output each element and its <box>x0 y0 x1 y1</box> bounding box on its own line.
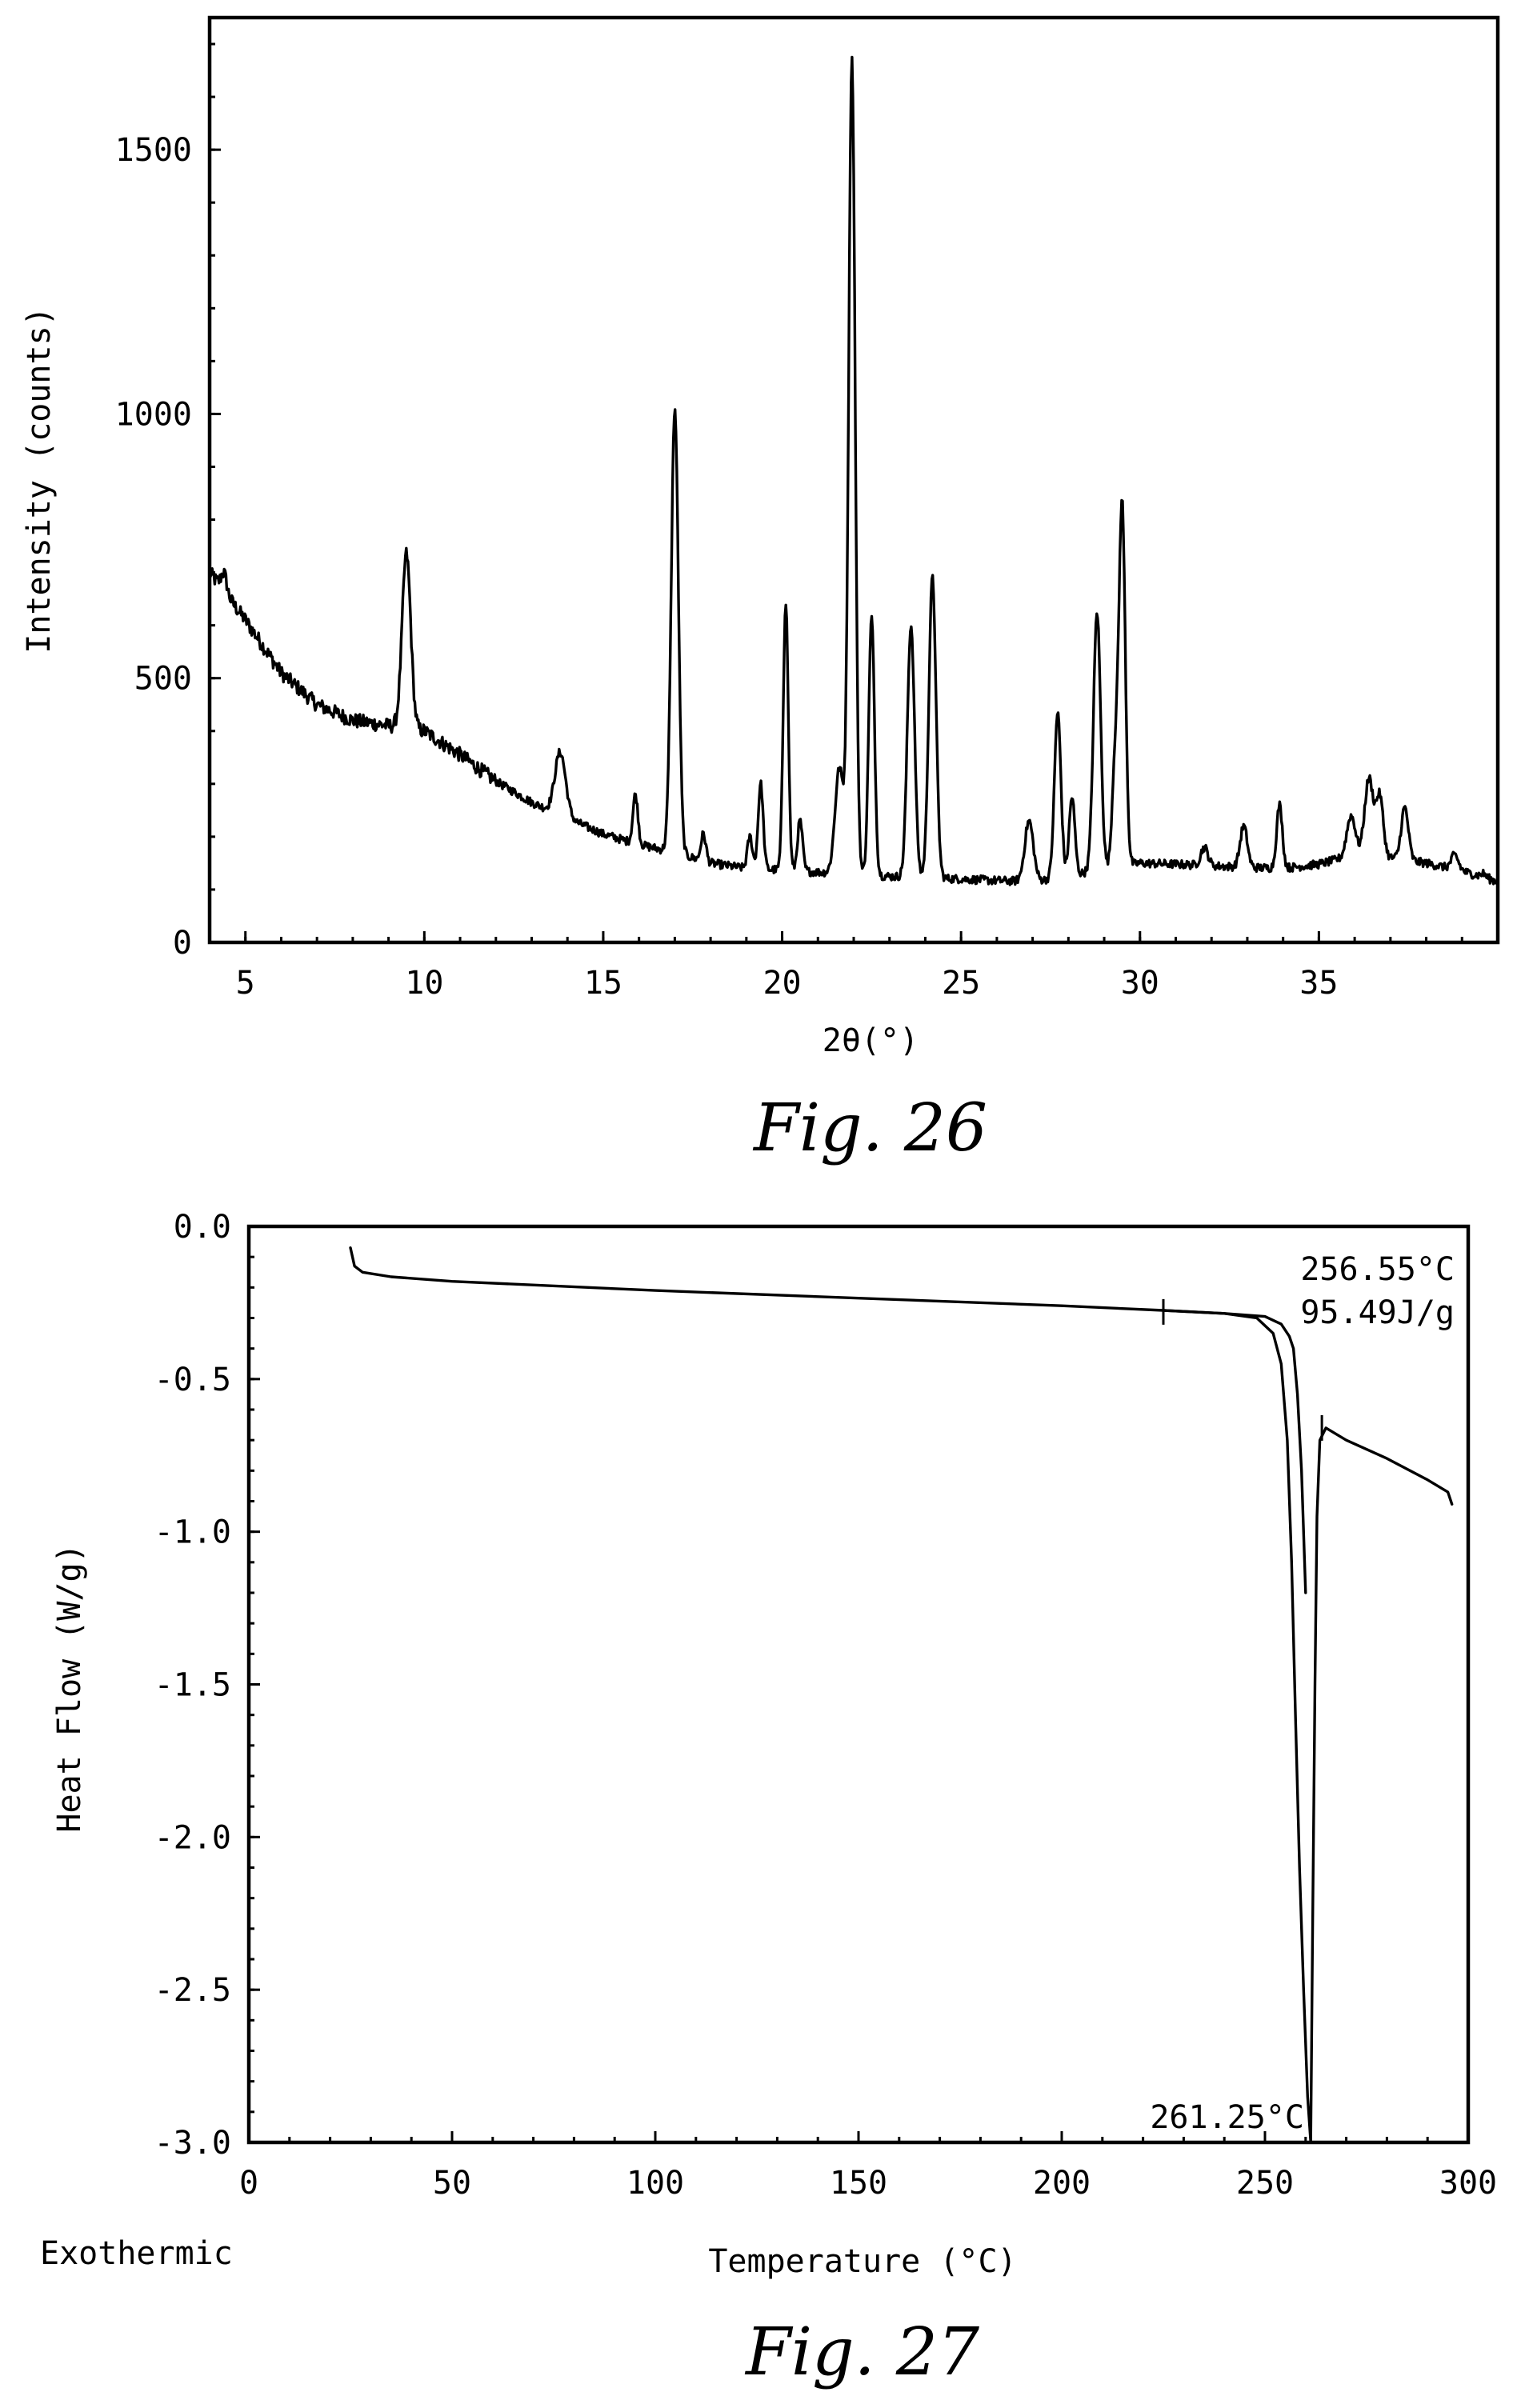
x-tick-label: 200 <box>1033 2165 1091 2202</box>
x-tick-label: 0 <box>239 2165 258 2202</box>
y-tick-label: -2.0 <box>154 1819 231 1856</box>
xrpd-diffractogram-line <box>208 55 1499 886</box>
x-tick-label: 10 <box>405 965 443 1002</box>
dsc-chart: 0 50 100 150 200 250 300 0.0 -0.5 -1.0 -1.5 -2.0 -2… <box>40 1209 1497 2390</box>
y-tick-label: -1.0 <box>154 1514 231 1551</box>
y-tick-label: -3.0 <box>154 2125 231 2162</box>
dsc-peak-annotation: 261.25°C <box>1150 2099 1304 2136</box>
x-tick-label: 30 <box>1121 965 1159 1002</box>
x-tick-label: 35 <box>1299 965 1338 1002</box>
dsc-integration-markers <box>1162 1298 1323 1441</box>
dsc-heat-flow-line <box>349 1246 1454 2144</box>
xrpd-y-tick-labels: 0 500 1000 1500 <box>115 132 192 962</box>
y-tick-label: -0.5 <box>154 1362 231 1398</box>
fig-26-caption: Fig. 26 <box>752 1090 987 1166</box>
x-tick-label: 150 <box>830 2165 887 2202</box>
y-tick-label: 500 <box>134 661 192 698</box>
dsc-enthalpy-annotation: 95.49J/g <box>1300 1294 1455 1331</box>
y-tick-label: -2.5 <box>154 1972 231 2009</box>
dsc-y-tick-labels: 0.0 -0.5 -1.0 -1.5 -2.0 -2.5 -3.0 <box>154 1209 231 2162</box>
x-tick-label: 25 <box>942 965 980 1002</box>
y-tick-label: 0.0 <box>174 1209 231 1246</box>
y-tick-label: -1.5 <box>154 1667 231 1704</box>
y-tick-label: 0 <box>173 925 192 962</box>
xrpd-chart: 5 10 15 20 25 30 35 0 500 1000 1500 2θ(°) Intensi… <box>21 15 1500 1166</box>
dsc-plot-frame <box>246 1224 1471 2145</box>
dsc-x-axis-title: Temperature (°C) <box>708 2243 1016 2280</box>
dsc-integration-baseline <box>1162 1309 1307 1594</box>
dsc-ticks <box>247 1225 1470 2144</box>
x-tick-label: 300 <box>1439 2165 1497 2202</box>
xrpd-ticks <box>208 42 1499 944</box>
y-tick-label: 1500 <box>115 132 192 169</box>
x-tick-label: 250 <box>1236 2165 1294 2202</box>
x-tick-label: 50 <box>433 2165 471 2202</box>
fig-27-caption: Fig. 27 <box>744 2314 980 2390</box>
dsc-x-tick-labels: 0 50 100 150 200 250 300 <box>239 2165 1497 2202</box>
y-tick-label: 1000 <box>115 396 192 433</box>
x-tick-label: 5 <box>236 965 255 1002</box>
xrpd-x-tick-labels: 5 10 15 20 25 30 35 <box>236 965 1339 1002</box>
dsc-y-axis-title: Heat Flow (W/g) <box>51 1543 88 1832</box>
x-tick-label: 15 <box>584 965 622 1002</box>
x-tick-label: 20 <box>762 965 801 1002</box>
xrpd-y-axis-title: Intensity (counts) <box>21 306 58 653</box>
dsc-exothermic-note: Exothermic <box>40 2235 233 2272</box>
dsc-onset-annotation: 256.55°C <box>1300 1251 1455 1288</box>
x-tick-label: 100 <box>626 2165 684 2202</box>
xrpd-x-axis-title: 2θ(°) <box>823 1022 919 1059</box>
